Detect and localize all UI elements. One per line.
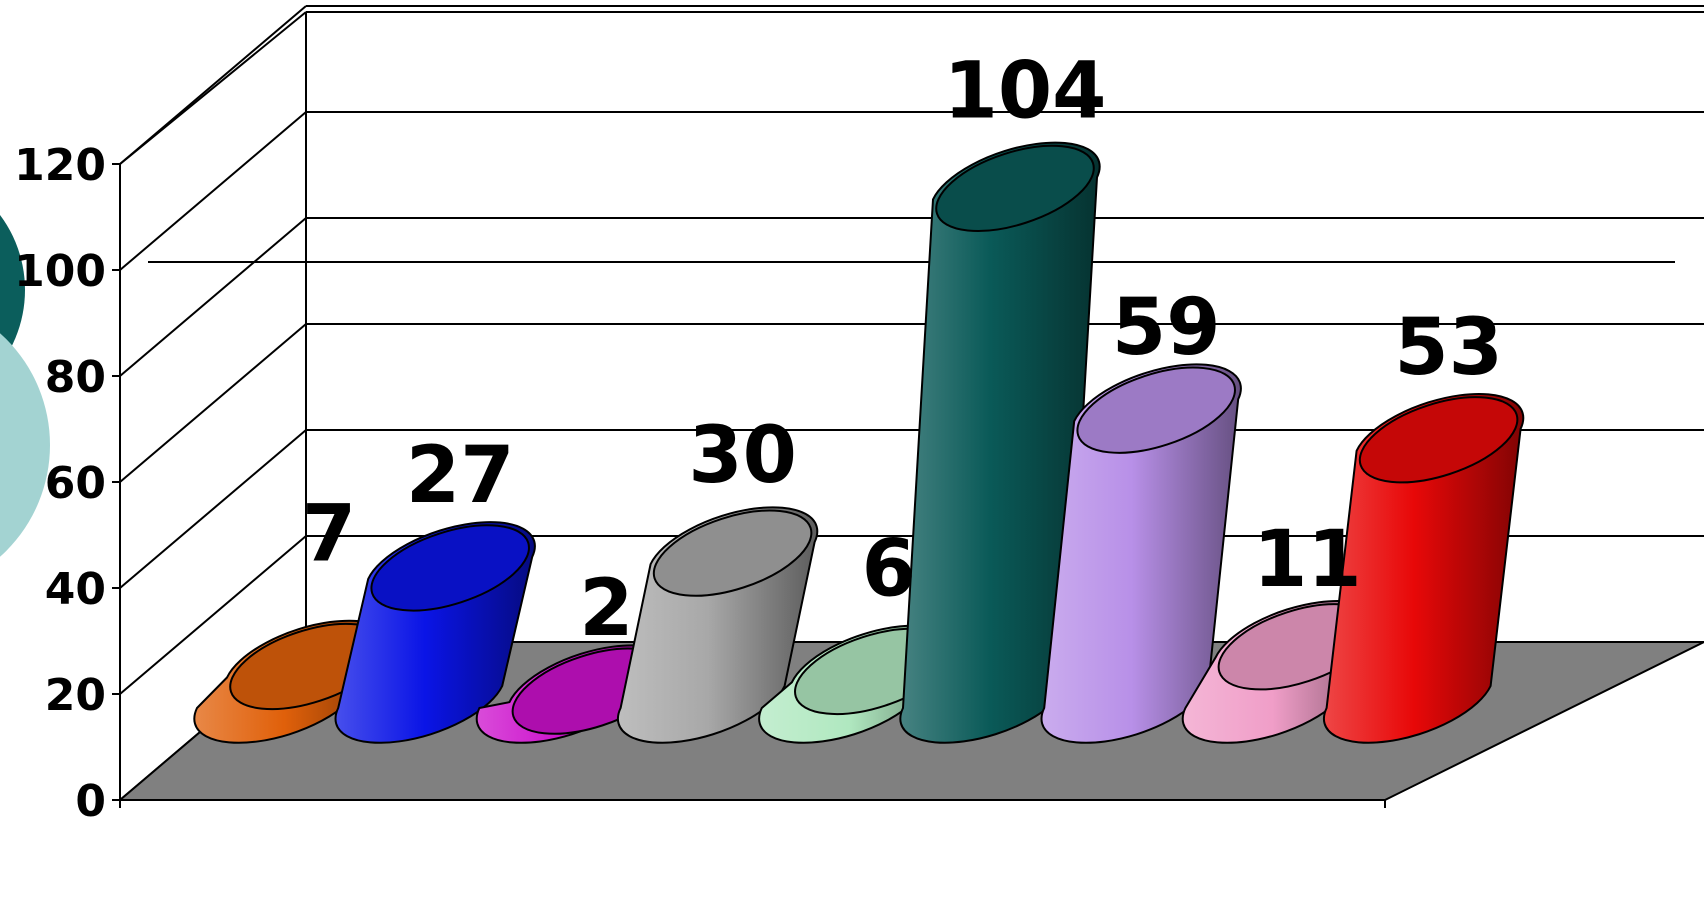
data-label-1: 7 bbox=[302, 489, 356, 579]
side-wall-top bbox=[119, 11, 307, 165]
bar-body bbox=[1040, 363, 1242, 744]
side-gridline bbox=[119, 323, 307, 483]
side-gridline bbox=[119, 111, 307, 271]
data-label-5: 6 bbox=[862, 524, 916, 614]
y-tick-label: 20 bbox=[45, 670, 106, 721]
data-label-3: 2 bbox=[579, 564, 633, 654]
bar-body bbox=[899, 141, 1101, 744]
bar-9 bbox=[1322, 392, 1525, 744]
y-tick-label: 80 bbox=[45, 352, 106, 403]
data-label-8: 11 bbox=[1253, 515, 1362, 605]
data-label-9: 53 bbox=[1394, 303, 1503, 393]
y-tick-label: 0 bbox=[75, 776, 106, 827]
bar-6 bbox=[899, 141, 1101, 744]
bar-2 bbox=[334, 521, 536, 744]
data-labels: 7 27 2 30 6 104 59 11 53 bbox=[302, 46, 1503, 654]
y-tick-label: 100 bbox=[14, 246, 106, 297]
y-tick-label: 120 bbox=[14, 140, 106, 191]
side-gridline bbox=[119, 217, 307, 377]
bar-top bbox=[1076, 366, 1236, 454]
bars bbox=[193, 141, 1525, 744]
data-label-7: 59 bbox=[1112, 283, 1221, 373]
data-label-4: 30 bbox=[688, 411, 797, 501]
bar-4 bbox=[616, 506, 819, 744]
side-gridline bbox=[119, 535, 307, 695]
data-label-2: 27 bbox=[406, 431, 515, 521]
bar-top bbox=[935, 144, 1095, 232]
decorative-circles bbox=[0, 215, 50, 557]
y-tick-label: 40 bbox=[45, 564, 106, 615]
bar-body bbox=[1322, 392, 1525, 744]
bar-top bbox=[652, 509, 813, 597]
bar-7 bbox=[1040, 363, 1242, 744]
y-tick-label: 60 bbox=[45, 458, 106, 509]
bar-top bbox=[1358, 396, 1519, 484]
side-gridline bbox=[119, 429, 307, 589]
bar-top bbox=[370, 524, 530, 612]
data-label-6: 104 bbox=[944, 46, 1107, 136]
